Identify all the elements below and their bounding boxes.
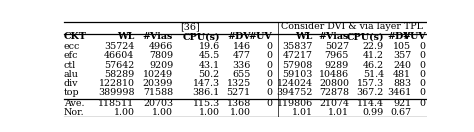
Text: WL: WL bbox=[295, 32, 313, 41]
Text: 0: 0 bbox=[266, 70, 273, 79]
Text: 1.01: 1.01 bbox=[328, 108, 349, 117]
Text: 10249: 10249 bbox=[143, 70, 173, 79]
Text: 22.9: 22.9 bbox=[363, 42, 384, 51]
Text: 477: 477 bbox=[233, 51, 251, 60]
Text: 9209: 9209 bbox=[149, 61, 173, 70]
Text: 20703: 20703 bbox=[143, 99, 173, 108]
Text: 386.1: 386.1 bbox=[192, 88, 219, 97]
Text: 21074: 21074 bbox=[319, 99, 349, 108]
Text: 1368: 1368 bbox=[227, 99, 251, 108]
Text: 394752: 394752 bbox=[276, 88, 313, 97]
Text: 115.3: 115.3 bbox=[192, 99, 219, 108]
Text: 46604: 46604 bbox=[104, 51, 135, 60]
Text: 0: 0 bbox=[266, 79, 273, 88]
Text: 72878: 72878 bbox=[319, 88, 349, 97]
Text: 883: 883 bbox=[393, 79, 411, 88]
Text: alu: alu bbox=[64, 70, 79, 79]
Text: 0: 0 bbox=[266, 42, 273, 51]
Text: 47217: 47217 bbox=[283, 51, 313, 60]
Text: Nor.: Nor. bbox=[64, 108, 84, 117]
Text: 1.01: 1.01 bbox=[292, 108, 313, 117]
Text: 50.2: 50.2 bbox=[199, 70, 219, 79]
Text: #DV: #DV bbox=[227, 32, 251, 41]
Text: 240: 240 bbox=[393, 61, 411, 70]
Text: 71588: 71588 bbox=[143, 88, 173, 97]
Text: 389998: 389998 bbox=[98, 88, 135, 97]
Text: ctl: ctl bbox=[64, 61, 76, 70]
Text: CKT: CKT bbox=[64, 32, 87, 41]
Text: 46.2: 46.2 bbox=[363, 61, 384, 70]
Text: 4966: 4966 bbox=[149, 42, 173, 51]
Text: 35837: 35837 bbox=[283, 42, 313, 51]
Text: WL: WL bbox=[117, 32, 135, 41]
Text: 20800: 20800 bbox=[319, 79, 349, 88]
Text: 51.4: 51.4 bbox=[363, 70, 384, 79]
Text: 0: 0 bbox=[420, 70, 426, 79]
Text: 0.67: 0.67 bbox=[390, 108, 411, 117]
Text: CPU(s): CPU(s) bbox=[346, 32, 384, 41]
Text: 114.4: 114.4 bbox=[357, 99, 384, 108]
Text: 0: 0 bbox=[420, 51, 426, 60]
Text: Ave.: Ave. bbox=[64, 99, 84, 108]
Text: 122810: 122810 bbox=[99, 79, 135, 88]
Text: #DV: #DV bbox=[388, 32, 411, 41]
Text: 481: 481 bbox=[393, 70, 411, 79]
Text: 41.2: 41.2 bbox=[363, 51, 384, 60]
Text: 0: 0 bbox=[266, 99, 273, 108]
Text: #Vias: #Vias bbox=[319, 32, 349, 41]
Text: 921: 921 bbox=[393, 99, 411, 108]
Text: top: top bbox=[64, 88, 80, 97]
Text: 1.00: 1.00 bbox=[199, 108, 219, 117]
Text: 0: 0 bbox=[266, 51, 273, 60]
Text: 45.5: 45.5 bbox=[199, 51, 219, 60]
Text: 147.3: 147.3 bbox=[192, 79, 219, 88]
Text: 57908: 57908 bbox=[283, 61, 313, 70]
Text: 357: 357 bbox=[393, 51, 411, 60]
Text: [36]: [36] bbox=[180, 22, 200, 31]
Text: #Vias: #Vias bbox=[143, 32, 173, 41]
Text: #UV: #UV bbox=[402, 32, 426, 41]
Text: 1.00: 1.00 bbox=[230, 108, 251, 117]
Text: 119806: 119806 bbox=[276, 99, 313, 108]
Text: 0: 0 bbox=[420, 88, 426, 97]
Text: 118511: 118511 bbox=[98, 99, 135, 108]
Text: 43.1: 43.1 bbox=[199, 61, 219, 70]
Text: 10486: 10486 bbox=[319, 70, 349, 79]
Text: 157.3: 157.3 bbox=[357, 79, 384, 88]
Text: 7809: 7809 bbox=[149, 51, 173, 60]
Text: 367.2: 367.2 bbox=[357, 88, 384, 97]
Text: 9289: 9289 bbox=[325, 61, 349, 70]
Text: efc: efc bbox=[64, 51, 78, 60]
Text: 5027: 5027 bbox=[325, 42, 349, 51]
Text: 19.6: 19.6 bbox=[199, 42, 219, 51]
Text: 655: 655 bbox=[232, 70, 251, 79]
Text: 59103: 59103 bbox=[283, 70, 313, 79]
Text: 336: 336 bbox=[232, 61, 251, 70]
Text: 57642: 57642 bbox=[104, 61, 135, 70]
Text: 0: 0 bbox=[420, 42, 426, 51]
Text: 0: 0 bbox=[420, 99, 426, 108]
Text: ecc: ecc bbox=[64, 42, 80, 51]
Text: 0: 0 bbox=[420, 79, 426, 88]
Text: CPU(s): CPU(s) bbox=[182, 32, 219, 41]
Text: 1.00: 1.00 bbox=[152, 108, 173, 117]
Text: 124024: 124024 bbox=[277, 79, 313, 88]
Text: 0.99: 0.99 bbox=[363, 108, 384, 117]
Text: 0: 0 bbox=[266, 88, 273, 97]
Text: 35724: 35724 bbox=[104, 42, 135, 51]
Text: #UV: #UV bbox=[249, 32, 273, 41]
Text: 1.00: 1.00 bbox=[113, 108, 135, 117]
Text: 7965: 7965 bbox=[325, 51, 349, 60]
Text: 0: 0 bbox=[420, 61, 426, 70]
Text: 105: 105 bbox=[393, 42, 411, 51]
Text: 5271: 5271 bbox=[227, 88, 251, 97]
Text: 146: 146 bbox=[233, 42, 251, 51]
Text: 58289: 58289 bbox=[104, 70, 135, 79]
Text: 1325: 1325 bbox=[227, 79, 251, 88]
Text: 0: 0 bbox=[266, 61, 273, 70]
Text: Consider DVI & via layer TPL: Consider DVI & via layer TPL bbox=[281, 22, 423, 31]
Text: div: div bbox=[64, 79, 78, 88]
Text: 3461: 3461 bbox=[387, 88, 411, 97]
Text: 20399: 20399 bbox=[143, 79, 173, 88]
